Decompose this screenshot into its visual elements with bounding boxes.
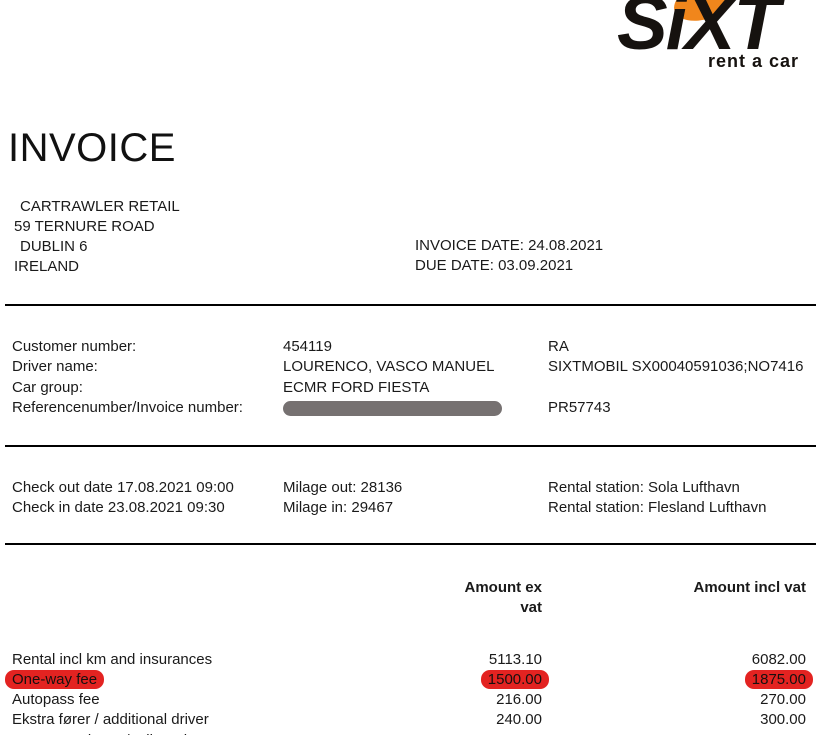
invoice-dates: INVOICE DATE: 24.08.2021 DUE DATE: 03.09…	[415, 236, 603, 276]
customer-details: Customer number: 454119 RA Driver name: …	[12, 337, 815, 418]
charge-row: Rental incl km and insurances 5113.10 60…	[12, 650, 806, 670]
sixt-brand-wordmark: SiXT	[617, 0, 780, 66]
divider	[5, 445, 816, 447]
detail-row: Referencenumber/Invoice number: PR57743	[12, 398, 815, 418]
recipient-name: CARTRAWLER RETAIL	[20, 198, 180, 215]
charges-table: Amount ex vat Amount incl vat Rental inc…	[5, 578, 813, 735]
charges-header-row: Amount ex vat Amount incl vat	[12, 578, 806, 619]
amount-ex-vat-header: Amount ex vat	[464, 579, 542, 617]
recipient-city: DUBLIN 6	[20, 238, 88, 255]
charge-row: Autopass fee 216.00 270.00	[12, 690, 806, 710]
car-group-label: Car group:	[12, 378, 83, 396]
redaction-bar	[283, 401, 502, 417]
checkout-row: Check out date 17.08.2021 09:00 Milage o…	[12, 478, 815, 498]
detail-row: Driver name: LOURENCO, VASCO MANUEL SIXT…	[12, 357, 815, 377]
charge-incl-vat: 6082.00	[751, 650, 806, 668]
charge-row: Bompasseringer / toll road passages 696.…	[12, 731, 806, 735]
checkout-date: Check out date 17.08.2021 09:00	[12, 479, 234, 496]
amount-incl-vat-header: Amount incl vat	[693, 579, 806, 596]
charge-ex-vat: 696.00	[496, 732, 542, 735]
checkin-station: Rental station: Flesland Lufthavn	[548, 499, 767, 517]
charge-description: Ekstra fører / additional driver	[12, 711, 209, 729]
charge-ex-vat: 1500.00	[480, 669, 549, 689]
charge-incl-vat: 870.00	[760, 732, 806, 735]
charge-incl-vat: 300.00	[760, 711, 806, 729]
charge-description: One-way fee	[5, 669, 105, 689]
due-date: DUE DATE: 03.09.2021	[415, 257, 574, 274]
recipient-address: CARTRAWLER RETAIL 59 TERNURE ROAD DUBLIN…	[14, 197, 180, 277]
charge-ex-vat: 216.00	[496, 691, 542, 709]
milage-out: Milage out: 28136	[283, 479, 403, 496]
recipient-country: IRELAND	[14, 258, 80, 275]
charge-description: Autopass fee	[12, 691, 100, 709]
reference-number-label: Referencenumber/Invoice number:	[12, 398, 243, 416]
sixt-logo: SiXT rent a car	[617, 0, 813, 78]
milage-in: Milage in: 29467	[283, 499, 394, 517]
charge-description: Bompasseringer / toll road passages	[12, 732, 255, 735]
recipient-street: 59 TERNURE ROAD	[14, 218, 155, 235]
charge-incl-vat: 270.00	[760, 691, 806, 709]
charge-incl-vat: 1875.00	[744, 669, 813, 689]
divider	[5, 304, 816, 306]
sixt-tagline: rent a car	[707, 51, 799, 71]
driver-name-label: Driver name:	[12, 358, 98, 376]
detail-right-value: SIXTMOBIL SX00040591036;NO7416	[548, 358, 804, 376]
checkin-row: Check in date 23.08.2021 09:30 Milage in…	[12, 498, 815, 518]
divider	[5, 543, 816, 545]
invoice-title: INVOICE	[8, 126, 176, 170]
customer-number-value: 454119	[283, 338, 332, 355]
charge-ex-vat: 240.00	[496, 711, 542, 729]
checkin-date: Check in date 23.08.2021 09:30	[12, 499, 225, 517]
detail-right-value: PR57743	[548, 398, 611, 416]
detail-right-value: RA	[548, 338, 569, 355]
detail-right-value	[548, 378, 815, 398]
reference-number-redacted	[283, 398, 548, 418]
invoice-date: INVOICE DATE: 24.08.2021	[415, 237, 604, 254]
charge-ex-vat: 5113.10	[488, 650, 542, 668]
car-group-value: ECMR FORD FIESTA	[283, 378, 430, 396]
detail-row: Car group: ECMR FORD FIESTA	[12, 378, 815, 398]
driver-name-value: LOURENCO, VASCO MANUEL	[283, 358, 495, 376]
charge-description: Rental incl km and insurances	[12, 650, 213, 668]
rental-period: Check out date 17.08.2021 09:00 Milage o…	[12, 478, 815, 519]
checkout-station: Rental station: Sola Lufthavn	[548, 479, 740, 496]
customer-number-label: Customer number:	[12, 338, 137, 355]
charge-row-highlighted: One-way fee 1500.00 1875.00	[5, 669, 813, 690]
charge-row: Ekstra fører / additional driver 240.00 …	[12, 710, 806, 730]
charges-header-spacer	[12, 578, 442, 619]
detail-row: Customer number: 454119 RA	[12, 337, 815, 357]
